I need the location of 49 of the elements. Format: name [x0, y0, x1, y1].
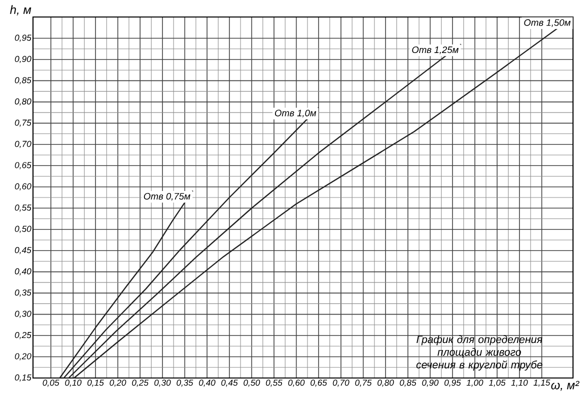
x-tick-label: 0,40: [198, 380, 216, 387]
x-tick-label: 0,05: [42, 380, 60, 387]
x-tick-label: 0,60: [288, 380, 305, 387]
y-tick-label: 0,70: [14, 140, 32, 148]
x-tick-label: 0,85: [400, 380, 416, 387]
x-tick-label: 1,15: [534, 380, 550, 387]
y-tick-label: 0,45: [14, 247, 32, 254]
x-tick-label: 0,80: [378, 380, 394, 387]
y-tick-label: 0,90: [14, 56, 32, 64]
x-tick-label: 0,75: [355, 380, 372, 387]
series-label: Отв 1,0м: [274, 110, 316, 118]
x-tick-label: 1,00: [466, 380, 484, 387]
x-tick-label: 0,30: [154, 380, 171, 387]
y-tick-label: 0,65: [14, 162, 32, 170]
y-axis-title: h, м: [10, 5, 32, 16]
line-series: [73, 16, 574, 379]
y-tick-label: 0,60: [14, 183, 32, 190]
x-tick-label: 0,10: [65, 380, 82, 387]
x-tick-label: 0,55: [266, 380, 282, 387]
x-tick-label: 0,95: [444, 380, 461, 387]
x-tick-label: 0,15: [87, 380, 104, 387]
x-tick-label: 0,25: [132, 380, 149, 387]
series-label: Отв 1,25м: [412, 46, 459, 54]
line-series: [59, 190, 194, 379]
line-series: [63, 106, 320, 379]
y-tick-label: 0,15: [14, 374, 32, 382]
x-tick-label: 0,70: [332, 380, 350, 387]
x-tick-label: 0,35: [176, 380, 194, 387]
x-tick-label: 0,45: [221, 380, 238, 387]
y-tick-label: 0,95: [14, 34, 32, 42]
x-tick-label: 1,10: [511, 380, 528, 387]
y-tick-label: 0,40: [14, 268, 32, 276]
y-tick-label: 0,50: [14, 226, 32, 233]
y-tick-label: 0,25: [14, 332, 32, 340]
y-tick-label: 0,75: [14, 120, 32, 127]
y-tick-label: 0,30: [14, 310, 32, 318]
y-tick-label: 0,20: [14, 353, 32, 360]
series-label: Отв 1,50м: [524, 19, 571, 27]
x-tick-label: 0,65: [310, 380, 328, 387]
x-tick-label: 0,50: [244, 380, 260, 387]
x-axis-title: ω, м²: [551, 380, 580, 391]
x-tick-label: 0,20: [110, 380, 126, 387]
y-tick-label: 0,85: [14, 77, 32, 84]
y-tick-label: 0,80: [14, 98, 32, 106]
series-label: Отв 0,75м: [144, 192, 190, 201]
x-tick-label: 1,05: [488, 380, 506, 387]
x-tick-label: 0,90: [422, 380, 439, 387]
y-tick-label: 0,35: [14, 289, 32, 297]
y-tick-label: 0,55: [14, 204, 32, 212]
